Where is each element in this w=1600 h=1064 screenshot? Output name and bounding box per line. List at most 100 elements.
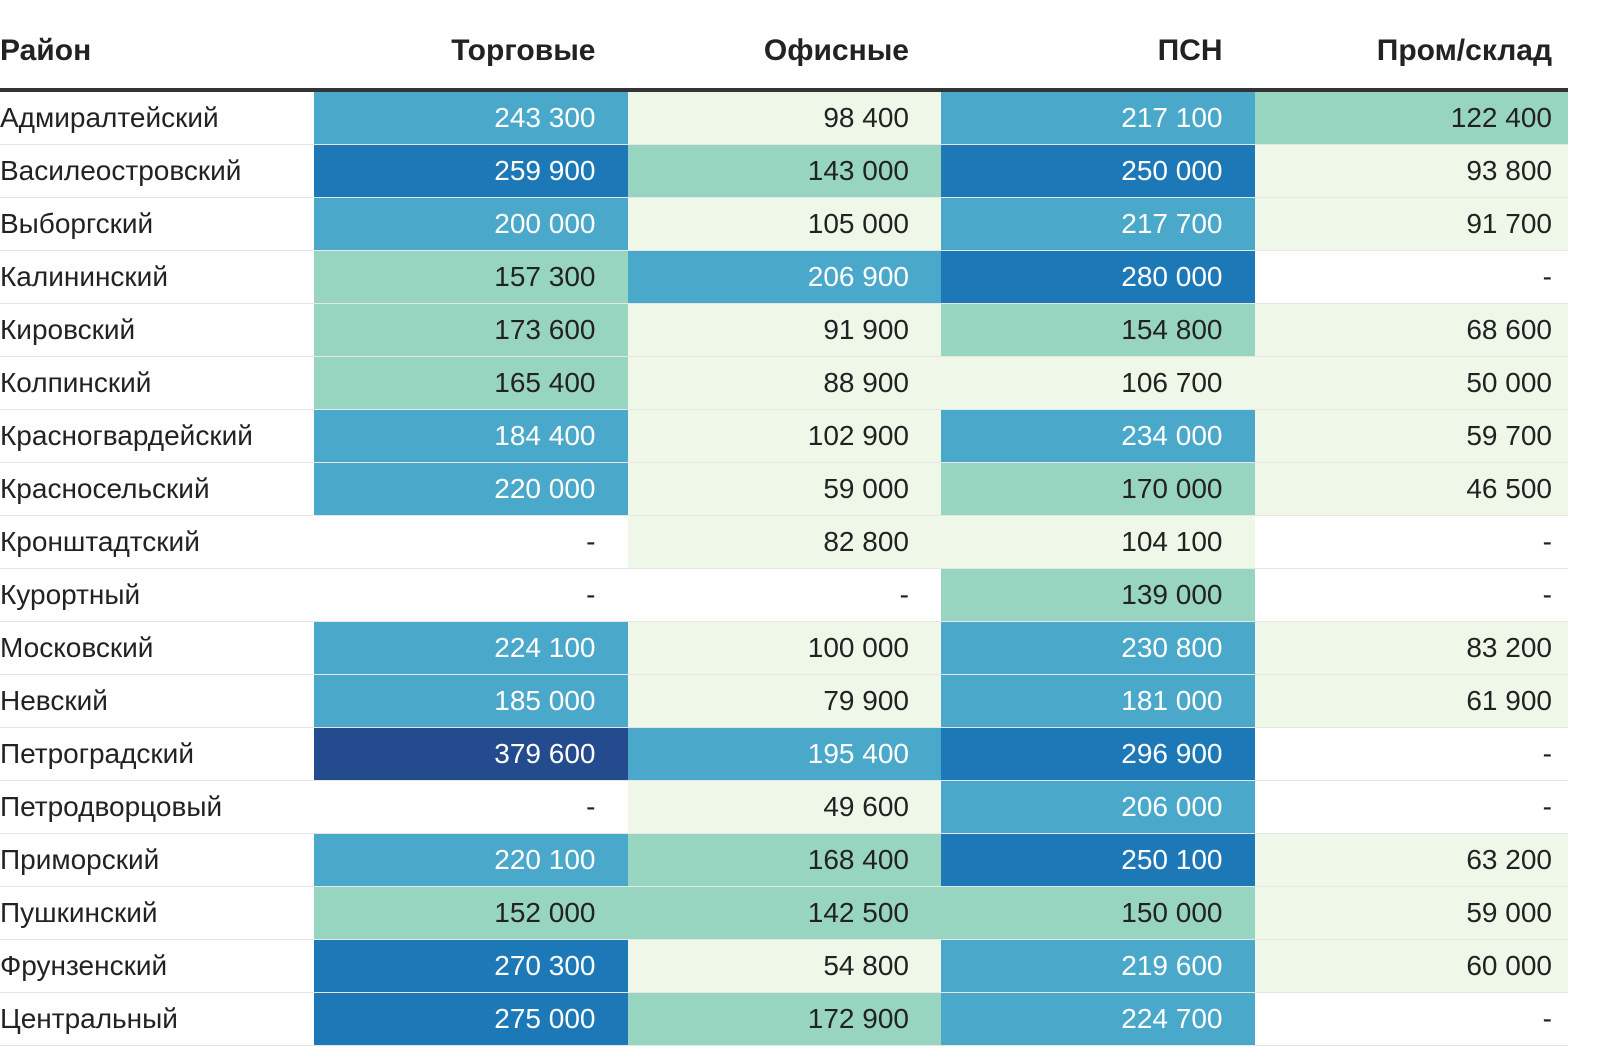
table-row: Невский 185 000 79 900 181 000 61 900 [0, 674, 1568, 728]
value-cell-psn: 250 100 [941, 833, 1255, 887]
table-row: Петроградский 379 600 195 400 296 900- [0, 727, 1568, 781]
value-cell-industrial-warehouse: 93 800 [1254, 144, 1568, 198]
value-cell-retail: 184 400 [314, 409, 628, 463]
value-cell-office: 59 000 [627, 462, 941, 516]
value-cell-industrial-warehouse: - [1254, 727, 1568, 781]
table-row: Василеостровский 259 900 143 000 250 000 93 … [0, 144, 1568, 198]
table-row: Центральный 275 000 172 900 224 700- [0, 992, 1568, 1046]
value-cell-psn: 106 700 [941, 356, 1255, 410]
value-cell-psn: 150 000 [941, 886, 1255, 940]
column-header-retail: Торговые [314, 0, 628, 92]
value-cell-psn: 219 600 [941, 939, 1255, 993]
value-cell-psn: 104 100 [941, 515, 1255, 569]
district-name-cell: Выборгский [0, 197, 314, 251]
value-cell-office: - [627, 568, 941, 622]
value-cell-industrial-warehouse: - [1254, 992, 1568, 1046]
value-cell-industrial-warehouse: 59 000 [1254, 886, 1568, 940]
column-header-district: Район [0, 0, 314, 92]
value-cell-psn: 154 800 [941, 303, 1255, 357]
column-header-industrial-warehouse: Пром/склад [1254, 0, 1568, 92]
column-header-label: Торговые [451, 34, 596, 67]
value-cell-office: 91 900 [627, 303, 941, 357]
value-cell-industrial-warehouse: 122 400 [1254, 90, 1568, 145]
table-row: Адмиралтейский 243 300 98 400 217 100 122 40… [0, 90, 1568, 145]
value-cell-psn: 181 000 [941, 674, 1255, 728]
value-cell-retail: 173 600 [314, 303, 628, 357]
district-name-cell: Петроградский [0, 727, 314, 781]
value-cell-industrial-warehouse: 60 000 [1254, 939, 1568, 993]
column-header-label: Район [0, 34, 92, 67]
value-cell-retail: 259 900 [314, 144, 628, 198]
column-header-psn: ПСН [941, 0, 1255, 92]
table-row: Московский 224 100 100 000 230 800 83 200 [0, 621, 1568, 675]
table-header: Район Торговые Офисные ПСН Пром/склад [0, 0, 1568, 92]
value-cell-psn: 170 000 [941, 462, 1255, 516]
value-cell-office: 206 900 [627, 250, 941, 304]
value-cell-office: 79 900 [627, 674, 941, 728]
district-name-cell: Красногвардейский [0, 409, 314, 463]
table-row: Колпинский 165 400 88 900 106 700 50 000 [0, 356, 1568, 410]
column-header-label: Офисные [763, 34, 909, 67]
value-cell-office: 82 800 [627, 515, 941, 569]
value-cell-office: 142 500 [627, 886, 941, 940]
table-row: Кировский 173 600 91 900 154 800 68 600 [0, 303, 1568, 357]
district-name-cell: Кировский [0, 303, 314, 357]
value-cell-office: 105 000 [627, 197, 941, 251]
district-name-cell: Колпинский [0, 356, 314, 410]
value-cell-retail: 220 000 [314, 462, 628, 516]
value-cell-retail: 157 300 [314, 250, 628, 304]
column-header-office: Офисные [627, 0, 941, 92]
district-name-cell: Московский [0, 621, 314, 675]
table-row: Приморский 220 100 168 400 250 100 63 200 [0, 833, 1568, 887]
column-header-label: Пром/склад [1376, 34, 1552, 67]
value-cell-office: 195 400 [627, 727, 941, 781]
value-cell-office: 102 900 [627, 409, 941, 463]
table-row: Красносельский 220 000 59 000 170 000 46 500 [0, 462, 1568, 516]
value-cell-office: 172 900 [627, 992, 941, 1046]
table-row: Петродворцовый -49 600 206 000- [0, 780, 1568, 834]
value-cell-psn: 206 000 [941, 780, 1255, 834]
value-cell-psn: 224 700 [941, 992, 1255, 1046]
value-cell-retail: - [314, 568, 628, 622]
heatmap-table-container: Район Торговые Офисные ПСН Пром/склад Ад… [0, 0, 1568, 1046]
value-cell-retail: 185 000 [314, 674, 628, 728]
district-name-cell: Приморский [0, 833, 314, 887]
table-row: Пушкинский 152 000 142 500 150 000 59 000 [0, 886, 1568, 940]
value-cell-retail: - [314, 515, 628, 569]
table-row: Курортный - -139 000- [0, 568, 1568, 622]
value-cell-office: 54 800 [627, 939, 941, 993]
value-cell-retail: 275 000 [314, 992, 628, 1046]
value-cell-industrial-warehouse: 46 500 [1254, 462, 1568, 516]
header-row: Район Торговые Офисные ПСН Пром/склад [0, 0, 1568, 92]
value-cell-office: 88 900 [627, 356, 941, 410]
value-cell-psn: 280 000 [941, 250, 1255, 304]
district-name-cell: Центральный [0, 992, 314, 1046]
value-cell-office: 49 600 [627, 780, 941, 834]
value-cell-psn: 217 100 [941, 90, 1255, 145]
value-cell-retail: 165 400 [314, 356, 628, 410]
value-cell-industrial-warehouse: 59 700 [1254, 409, 1568, 463]
value-cell-retail: 224 100 [314, 621, 628, 675]
value-cell-industrial-warehouse: 63 200 [1254, 833, 1568, 887]
value-cell-psn: 139 000 [941, 568, 1255, 622]
value-cell-industrial-warehouse: - [1254, 515, 1568, 569]
value-cell-psn: 217 700 [941, 197, 1255, 251]
value-cell-psn: 230 800 [941, 621, 1255, 675]
value-cell-retail: 243 300 [314, 90, 628, 145]
value-cell-industrial-warehouse: - [1254, 568, 1568, 622]
district-name-cell: Красносельский [0, 462, 314, 516]
district-name-cell: Василеостровский [0, 144, 314, 198]
value-cell-industrial-warehouse: - [1254, 780, 1568, 834]
value-cell-industrial-warehouse: 83 200 [1254, 621, 1568, 675]
value-cell-retail: 200 000 [314, 197, 628, 251]
district-name-cell: Пушкинский [0, 886, 314, 940]
district-name-cell: Невский [0, 674, 314, 728]
value-cell-industrial-warehouse: 68 600 [1254, 303, 1568, 357]
value-cell-psn: 296 900 [941, 727, 1255, 781]
district-name-cell: Курортный [0, 568, 314, 622]
district-name-cell: Адмиралтейский [0, 90, 314, 145]
value-cell-retail: 152 000 [314, 886, 628, 940]
value-cell-office: 100 000 [627, 621, 941, 675]
value-cell-industrial-warehouse: 50 000 [1254, 356, 1568, 410]
table-body: Адмиралтейский 243 300 98 400 217 100 122 40… [0, 90, 1568, 1046]
